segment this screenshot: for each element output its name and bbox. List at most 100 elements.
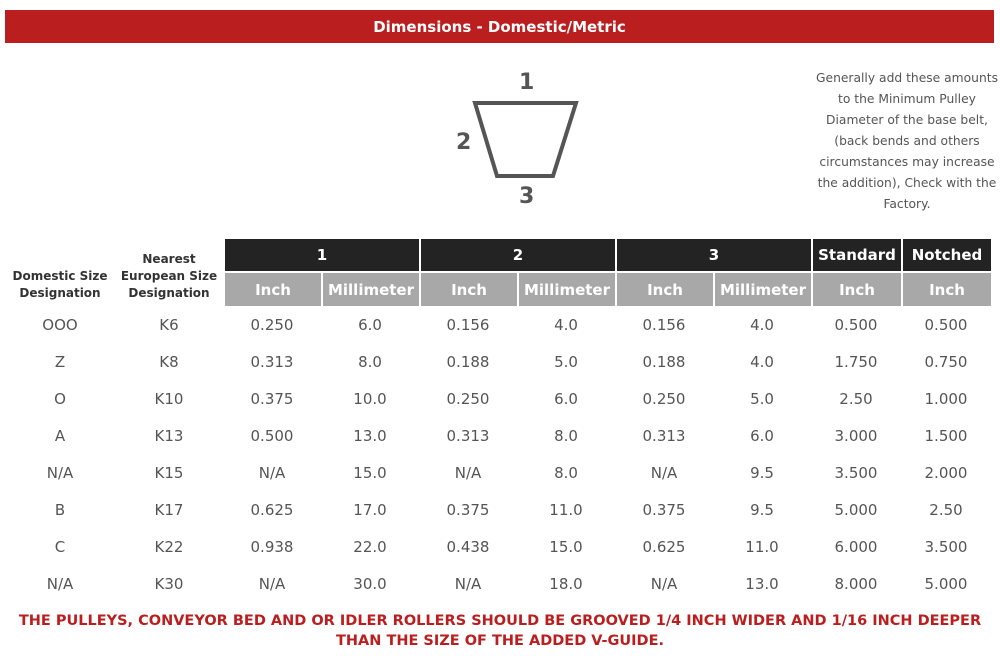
table-cell: C <box>54 537 66 556</box>
table-row: O K10 0.375 10.0 0.250 6.0 0.250 5.0 2.50 1.000 <box>5 380 991 417</box>
table-cell: 18.0 <box>549 574 583 593</box>
table-cell: 0.313 <box>250 352 294 371</box>
table-cell: 8.0 <box>554 463 578 482</box>
table-cell: 0.625 <box>250 500 294 519</box>
table-cell: 8.000 <box>834 574 878 593</box>
table-row: A K13 0.500 13.0 0.313 8.0 0.313 6.0 3.000 1.500 <box>5 417 991 454</box>
footer-line-2: THAN THE SIZE OF THE ADDED V-GUIDE. <box>336 633 664 649</box>
table-cell: 9.5 <box>750 463 774 482</box>
table-cell: 11.0 <box>745 537 779 556</box>
table-cell: N/A <box>258 463 286 482</box>
header-group-standard: Standard <box>811 239 901 271</box>
table-cell: N/A <box>650 574 678 593</box>
table-body: OOO K6 0.250 6.0 0.156 4.0 0.156 4.0 0.500 0.500 Z… <box>5 306 991 602</box>
page-title: Dimensions - Domestic/Metric <box>5 10 994 43</box>
table-cell: K13 <box>154 426 184 445</box>
table-cell: 4.0 <box>750 352 774 371</box>
table-cell: 1.500 <box>924 426 968 445</box>
table-cell: 22.0 <box>353 537 387 556</box>
table-row: OOO K6 0.250 6.0 0.156 4.0 0.156 4.0 0.500 0.500 <box>5 306 991 343</box>
table-cell: B <box>54 500 66 519</box>
table-cell: 0.250 <box>446 389 490 408</box>
table-cell: 0.188 <box>446 352 490 371</box>
table-cell: 2.50 <box>929 500 963 519</box>
table-cell: K10 <box>154 389 184 408</box>
table-cell: K22 <box>154 537 184 556</box>
table-cell: 0.938 <box>250 537 294 556</box>
table-cell: 5.0 <box>554 352 578 371</box>
header-european: Nearest European Size Designation <box>120 252 218 300</box>
table-cell: 0.500 <box>834 315 878 334</box>
table-cell: 3.500 <box>924 537 968 556</box>
table-cell: K15 <box>154 463 184 482</box>
table-cell: 5.000 <box>834 500 878 519</box>
table-row: N/A K15 N/A 15.0 N/A 8.0 N/A 9.5 3.500 2.000 <box>5 454 991 491</box>
table-cell: 0.438 <box>446 537 490 556</box>
table-row: B K17 0.625 17.0 0.375 11.0 0.375 9.5 5.000 2.50 <box>5 491 991 528</box>
header-group-notched: Notched <box>901 239 991 271</box>
table-cell: N/A <box>454 463 482 482</box>
table-cell: 0.375 <box>642 500 686 519</box>
table-cell: 0.188 <box>642 352 686 371</box>
header-group-2: 2 <box>419 239 615 271</box>
footer-warning: THE PULLEYS, CONVEYOR BED AND OR IDLER R… <box>0 611 1000 651</box>
diagram-label-top: 1 <box>519 70 535 95</box>
table-cell: 6.0 <box>750 426 774 445</box>
table-cell: K30 <box>154 574 184 593</box>
table-cell: 5.000 <box>924 574 968 593</box>
table-cell: 0.156 <box>446 315 490 334</box>
table-cell: 4.0 <box>554 315 578 334</box>
table-cell: 11.0 <box>549 500 583 519</box>
table-cell: 9.5 <box>750 500 774 519</box>
table-cell: 0.375 <box>250 389 294 408</box>
table-cell: O <box>54 389 66 408</box>
table-cell: 0.313 <box>642 426 686 445</box>
table-cell: 1.000 <box>924 389 968 408</box>
table-cell: 0.375 <box>446 500 490 519</box>
table-cell: 1.750 <box>834 352 878 371</box>
table-cell: N/A <box>46 463 74 482</box>
subheader-2-mm: Millimeter <box>517 271 615 306</box>
subheader-3-mm: Millimeter <box>713 271 811 306</box>
table-cell: N/A <box>650 463 678 482</box>
subheader-1-mm: Millimeter <box>321 271 419 306</box>
table-cell: 6.0 <box>554 389 578 408</box>
subheader-1-inch: Inch <box>223 271 321 306</box>
table-cell: 4.0 <box>750 315 774 334</box>
table-row: N/A K30 N/A 30.0 N/A 18.0 N/A 13.0 8.000 5.000 <box>5 565 991 602</box>
table-cell: 6.0 <box>358 315 382 334</box>
subheader-2-inch: Inch <box>419 271 517 306</box>
table-row: Z K8 0.313 8.0 0.188 5.0 0.188 4.0 1.750 0.750 <box>5 343 991 380</box>
header-domestic: Domestic Size Designation <box>12 269 108 300</box>
table-cell: 0.500 <box>250 426 294 445</box>
table-cell: OOO <box>42 315 78 334</box>
table-cell: 2.000 <box>924 463 968 482</box>
table-cell: 17.0 <box>353 500 387 519</box>
diagram-label-bottom: 3 <box>519 184 535 209</box>
table-cell: K17 <box>154 500 184 519</box>
table-cell: 13.0 <box>353 426 387 445</box>
table-cell: N/A <box>46 574 74 593</box>
table-cell: 0.313 <box>446 426 490 445</box>
table-cell: 15.0 <box>353 463 387 482</box>
table-cell: N/A <box>258 574 286 593</box>
table-cell: 0.625 <box>642 537 686 556</box>
v-guide-diagram: 1 2 3 <box>440 60 610 220</box>
table-cell: A <box>54 426 66 445</box>
subheader-3-inch: Inch <box>615 271 713 306</box>
footer-line-1: THE PULLEYS, CONVEYOR BED AND OR IDLER R… <box>18 613 982 629</box>
table-cell: 3.500 <box>834 463 878 482</box>
table-row: C K22 0.938 22.0 0.438 15.0 0.625 11.0 6.000 3.50… <box>5 528 991 565</box>
table-cell: 10.0 <box>353 389 387 408</box>
table-cell: 8.0 <box>358 352 382 371</box>
table-cell: 13.0 <box>745 574 779 593</box>
table-cell: 8.0 <box>554 426 578 445</box>
table-cell: 0.156 <box>642 315 686 334</box>
table-cell: 2.50 <box>839 389 873 408</box>
table-cell: 30.0 <box>353 574 387 593</box>
factory-note: Generally add these amounts to the Minim… <box>815 71 999 211</box>
table-cell: 15.0 <box>549 537 583 556</box>
dimensions-table: Domestic Size Designation Nearest Europe… <box>5 239 991 602</box>
v-guide-shape <box>472 101 579 178</box>
header-group-1: 1 <box>223 239 419 271</box>
